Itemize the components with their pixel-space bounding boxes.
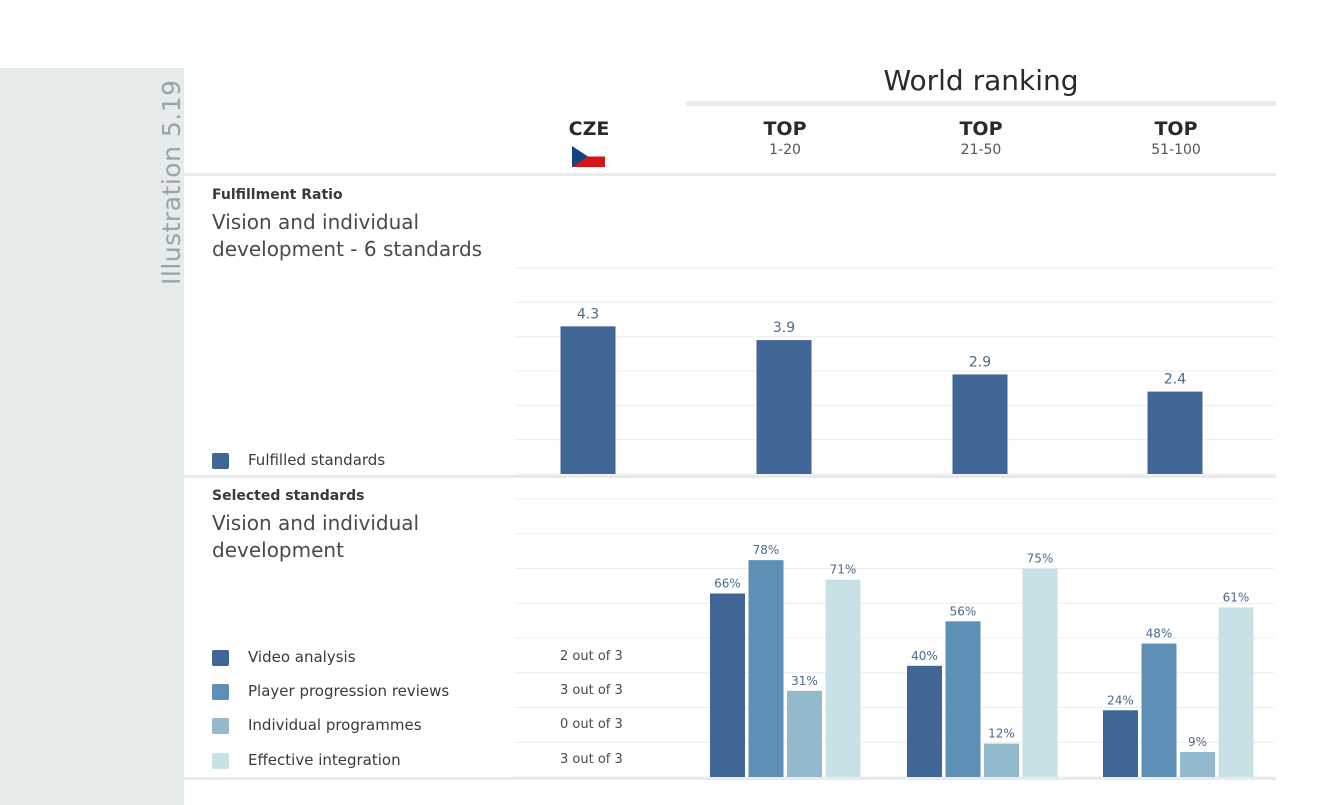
- data-label: 78%: [753, 543, 780, 557]
- bar-series4-group1: [825, 579, 861, 777]
- footer-separator: [184, 777, 1276, 780]
- data-label: 66%: [714, 577, 741, 591]
- bar-series1-group2: [907, 665, 942, 777]
- legend-label: Video analysis: [248, 648, 356, 666]
- data-label: 24%: [1107, 693, 1134, 707]
- data-label: 9%: [1188, 735, 1207, 749]
- world-ranking-divider: [686, 101, 1276, 106]
- bar-fulfilled-4: [1147, 391, 1203, 474]
- column-header-cze: CZE: [509, 118, 669, 140]
- bar-series4-group2: [1022, 568, 1058, 777]
- bar-series3-group3: [1180, 751, 1215, 777]
- cze-value-player-progression: 3 out of 3: [560, 683, 623, 698]
- bar-fulfilled-3: [952, 374, 1008, 474]
- bar-series1-group1: [710, 593, 745, 777]
- data-label: 56%: [950, 604, 977, 618]
- bar-series2-group1: [748, 560, 784, 777]
- header-separator: [184, 173, 1276, 176]
- legend-label: Effective integration: [248, 751, 401, 769]
- data-label: 31%: [791, 674, 818, 688]
- section1-label: Fulfillment Ratio: [212, 187, 343, 203]
- legend-swatch: [212, 684, 229, 700]
- section2-title: Vision and individual development: [212, 511, 420, 562]
- bar-series2-group2: [945, 621, 981, 777]
- data-label: 4.3: [577, 306, 599, 322]
- bar-fulfilled-1: [560, 326, 616, 474]
- section-separator: [184, 475, 1276, 478]
- data-label: 3.9: [773, 320, 795, 336]
- bar-series1-group3: [1103, 710, 1138, 777]
- column-header-top-1-20: TOP 1-20: [705, 118, 865, 158]
- bar-series3-group1: [787, 690, 822, 777]
- bar-series4-group3: [1218, 607, 1254, 777]
- column-header-top-51-100: TOP 51-100: [1096, 118, 1256, 158]
- column-title: TOP: [763, 118, 807, 140]
- bar-series2-group3: [1141, 643, 1177, 777]
- bar-series3-group2: [984, 743, 1019, 777]
- data-label: 2.4: [1164, 372, 1186, 388]
- column-subtitle: 1-20: [769, 142, 801, 158]
- column-title: CZE: [568, 118, 610, 140]
- legend-label: Individual programmes: [248, 716, 422, 734]
- section1-title: Vision and individual development - 6 st…: [212, 210, 483, 261]
- cze-value-effective-integration: 3 out of 3: [560, 752, 623, 767]
- legend-swatch: [212, 753, 229, 769]
- legend-swatch: [212, 650, 229, 666]
- bar-fulfilled-2: [756, 340, 812, 474]
- legend-swatch: [212, 453, 229, 469]
- legend-label: Fulfilled standards: [248, 451, 386, 469]
- world-ranking-title: World ranking: [883, 64, 1079, 97]
- column-title: TOP: [959, 118, 1003, 140]
- czech-flag-icon: [572, 146, 605, 167]
- column-subtitle: 51-100: [1151, 142, 1201, 158]
- section2-label: Selected standards: [212, 488, 365, 504]
- column-header-top-21-50: TOP 21-50: [901, 118, 1061, 158]
- column-subtitle: 21-50: [960, 142, 1002, 158]
- legend-label: Player progression reviews: [248, 682, 450, 700]
- column-title: TOP: [1154, 118, 1198, 140]
- data-label: 75%: [1027, 552, 1054, 566]
- data-label: 2.9: [969, 354, 991, 370]
- sidebar-panel: [0, 68, 184, 805]
- cze-value-video-analysis: 2 out of 3: [560, 649, 623, 664]
- data-label: 12%: [988, 727, 1015, 741]
- data-label: 71%: [830, 563, 857, 577]
- legend-swatch: [212, 718, 229, 734]
- data-label: 48%: [1146, 627, 1173, 641]
- data-label: 40%: [911, 649, 938, 663]
- cze-value-individual-programmes: 0 out of 3: [560, 717, 623, 732]
- data-label: 61%: [1223, 590, 1250, 604]
